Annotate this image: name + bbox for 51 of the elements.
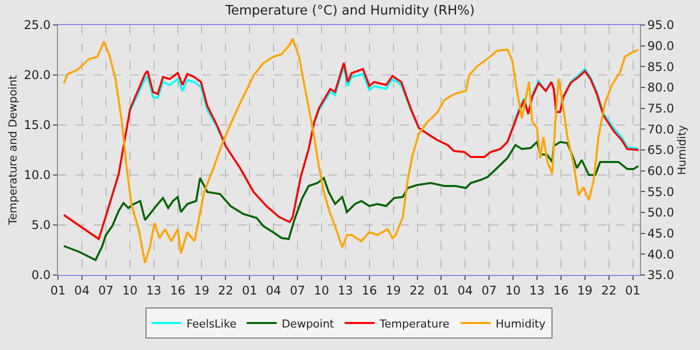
y2-tick-label: 75.0 [647, 102, 674, 116]
x-tick-label: 22 [410, 283, 425, 298]
y2-tick-label: 90.0 [647, 39, 674, 54]
x-tick-label: 16 [553, 283, 569, 298]
x-tick-label: 01 [50, 283, 66, 298]
x-tick-label: 07 [98, 283, 114, 298]
y2-tick-label: 65.0 [647, 143, 674, 158]
y-tick-label: 15.0 [24, 118, 51, 132]
y-tick-label: 20.0 [24, 68, 51, 82]
x-tick-label: 16 [170, 283, 186, 298]
y2-tick-label: 95.0 [647, 18, 674, 32]
x-tick-label: 19 [386, 283, 401, 298]
x-tick-label: 04 [458, 283, 473, 298]
y-axis-title: Temperature and Dewpoint [6, 74, 20, 226]
y-tick-label: 5.0 [32, 218, 51, 232]
legend-label: Temperature [378, 317, 450, 330]
x-tick-label: 19 [194, 283, 210, 298]
x-tick-label: 10 [122, 283, 138, 298]
x-tick-label: 04 [266, 283, 282, 298]
y2-tick-label: 50.0 [647, 206, 674, 220]
chart-title: Temperature (°C) and Humidity (RH%) [224, 3, 475, 18]
y2-tick-label: 35.0 [647, 268, 674, 282]
x-tick-label: 22 [601, 283, 616, 298]
y2-tick-label: 70.0 [647, 122, 674, 136]
x-tick-label: 01 [434, 283, 449, 298]
y2-axis-title: Humidity [675, 124, 688, 175]
y2-tick-label: 55.0 [647, 184, 674, 199]
y-tick-label: 0.0 [32, 268, 51, 282]
y2-tick-label: 40.0 [647, 247, 674, 262]
x-tick-label: 13 [338, 283, 354, 298]
x-tick-label: 07 [290, 283, 306, 298]
y2-tick-label: 80.0 [647, 80, 674, 95]
legend-label: Humidity [496, 317, 546, 330]
y-tick-label: 25.0 [24, 18, 51, 32]
x-tick-label: 01 [625, 283, 640, 298]
x-tick-label: 07 [481, 283, 497, 298]
x-tick-label: 16 [362, 283, 377, 298]
x-tick-label: 10 [505, 283, 521, 298]
x-tick-label: 13 [529, 283, 545, 298]
y2-tick-label: 45.0 [647, 226, 674, 241]
x-tick-label: 19 [577, 283, 593, 298]
y2-tick-label: 60.0 [647, 164, 674, 178]
x-tick-label: 13 [146, 283, 162, 298]
x-tick-label: 01 [242, 283, 258, 298]
x-tick-label: 04 [74, 283, 90, 298]
x-tick-label: 10 [314, 283, 330, 298]
x-tick-label: 22 [218, 283, 234, 298]
y2-tick-label: 85.0 [647, 60, 674, 74]
legend-label: Dewpoint [282, 317, 335, 330]
y-tick-label: 10.0 [24, 168, 51, 182]
legend-label: FeelsLike [186, 317, 237, 330]
